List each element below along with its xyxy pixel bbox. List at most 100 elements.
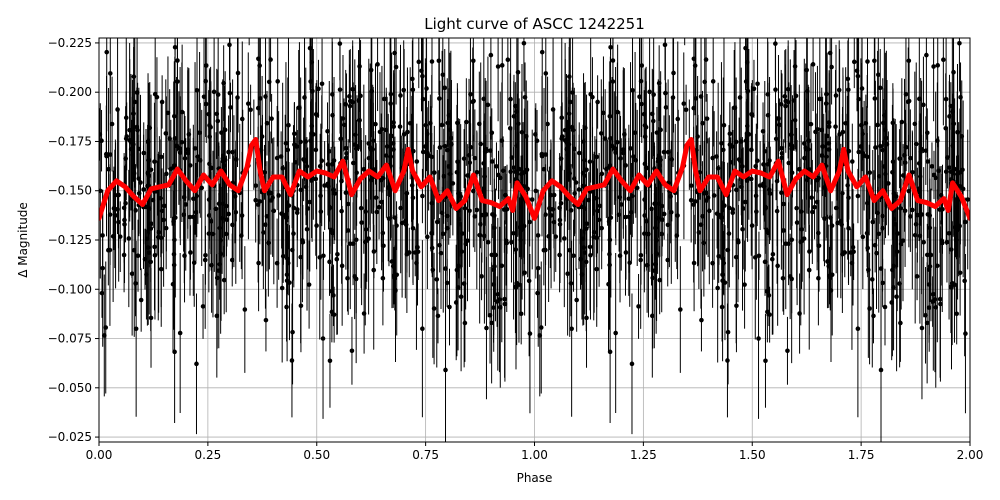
data-point <box>569 326 574 332</box>
data-point <box>525 186 530 192</box>
data-point <box>494 164 499 169</box>
data-point <box>242 307 248 312</box>
data-point <box>754 209 759 214</box>
data-point <box>474 207 480 213</box>
data-point <box>546 234 551 239</box>
data-point <box>496 172 501 178</box>
data-point <box>608 136 613 141</box>
data-point <box>447 171 453 177</box>
data-point <box>511 165 517 170</box>
data-point <box>228 105 233 110</box>
data-point <box>788 142 793 147</box>
data-point <box>358 93 363 99</box>
data-point <box>917 96 922 102</box>
data-point <box>308 79 313 84</box>
data-point <box>448 135 454 141</box>
data-point <box>794 220 800 225</box>
data-point <box>574 297 579 303</box>
data-point <box>658 157 663 163</box>
data-point <box>649 206 654 212</box>
data-point <box>954 311 959 317</box>
data-point <box>379 126 385 132</box>
data-point <box>168 166 174 172</box>
data-point <box>751 86 757 92</box>
data-point <box>374 209 380 215</box>
data-point <box>767 158 772 163</box>
data-point <box>109 121 115 127</box>
data-point <box>700 120 705 126</box>
data-point <box>543 152 549 157</box>
data-point <box>710 79 716 84</box>
data-point <box>921 102 926 108</box>
data-point <box>688 183 694 188</box>
data-point <box>935 138 940 143</box>
data-point <box>912 121 918 127</box>
data-point <box>756 253 762 259</box>
data-point <box>965 197 970 202</box>
data-point <box>924 252 930 258</box>
data-point <box>381 243 386 249</box>
data-point <box>478 222 483 227</box>
data-point <box>674 233 680 238</box>
data-point <box>386 216 392 221</box>
data-point <box>897 156 902 161</box>
data-point <box>335 251 340 257</box>
data-point <box>442 85 448 91</box>
data-point <box>110 234 116 239</box>
data-point <box>347 94 352 99</box>
data-point <box>691 56 697 62</box>
x-tick-label: 1.75 <box>848 448 875 462</box>
data-point <box>576 150 582 156</box>
data-point <box>327 358 333 364</box>
data-point <box>347 103 353 109</box>
data-point <box>188 250 193 255</box>
data-point <box>743 79 749 84</box>
data-point <box>740 227 745 232</box>
data-point <box>754 158 760 164</box>
data-point <box>835 220 840 226</box>
data-point <box>181 212 186 218</box>
data-point <box>430 267 436 273</box>
data-point <box>803 145 809 151</box>
data-point <box>488 52 494 58</box>
data-point <box>271 208 277 214</box>
data-point <box>424 86 429 91</box>
data-point <box>230 149 235 155</box>
data-point <box>410 76 415 82</box>
data-point <box>849 260 855 266</box>
data-point <box>213 206 219 212</box>
data-point <box>491 305 496 310</box>
data-point <box>781 201 786 207</box>
data-point <box>253 183 259 188</box>
data-point <box>839 222 844 227</box>
data-point <box>437 242 442 248</box>
data-point <box>867 170 873 175</box>
data-point <box>779 190 784 196</box>
data-point <box>327 205 333 211</box>
data-point <box>429 200 435 206</box>
data-point <box>957 40 962 46</box>
data-point <box>865 59 870 64</box>
data-point <box>349 348 355 354</box>
data-point <box>499 138 505 143</box>
data-point <box>411 148 416 154</box>
data-point <box>720 272 725 278</box>
data-point <box>107 152 113 157</box>
data-point <box>334 256 340 262</box>
data-point <box>337 87 343 92</box>
data-point <box>801 236 807 241</box>
data-point <box>678 307 683 312</box>
data-point <box>280 165 285 171</box>
data-point <box>824 91 829 97</box>
data-point <box>331 158 337 163</box>
data-point <box>148 167 154 173</box>
data-point <box>296 105 302 111</box>
data-point <box>485 239 491 245</box>
data-point <box>704 190 709 196</box>
data-point <box>770 251 776 257</box>
data-point <box>884 135 889 141</box>
data-point <box>584 315 589 321</box>
data-point <box>195 154 201 159</box>
data-point <box>343 101 349 107</box>
data-point <box>654 130 660 135</box>
